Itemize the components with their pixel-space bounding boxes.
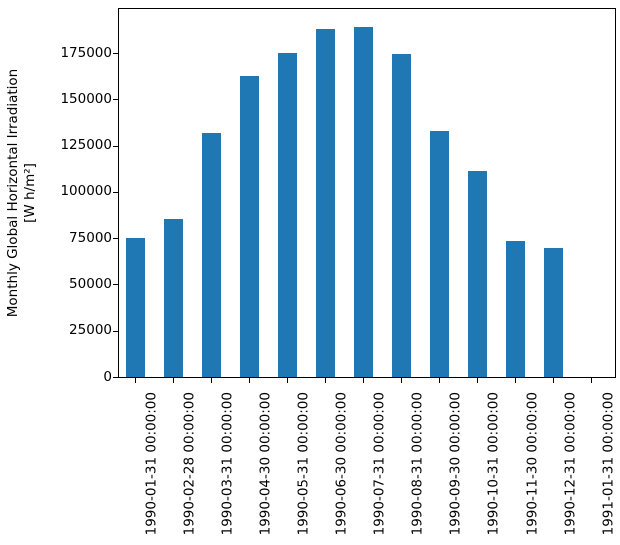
bar-1990-03-31 xyxy=(201,133,221,377)
x-tick-label: 1990-04-30 00:00:00 xyxy=(257,392,274,536)
x-tick-mark xyxy=(135,378,136,383)
y-tick-mark xyxy=(113,146,118,147)
x-tick-label: 1990-03-31 00:00:00 xyxy=(219,392,236,536)
x-tick-label: 1990-10-31 00:00:00 xyxy=(485,392,502,536)
bar-1990-05-31 xyxy=(277,53,297,377)
x-tick-mark xyxy=(591,378,592,383)
y-tick-label: 100000 xyxy=(60,183,112,199)
bar-1990-01-31 xyxy=(125,238,145,377)
y-tick-label: 0 xyxy=(103,369,112,385)
bar-1990-07-31 xyxy=(353,26,373,377)
x-tick-label: 1990-09-30 00:00:00 xyxy=(447,392,464,536)
x-tick-mark xyxy=(173,378,174,383)
y-axis-label-line1: Monthly Global Horizontal Irradiation xyxy=(5,68,21,318)
x-tick-mark xyxy=(439,378,440,383)
y-tick-label: 175000 xyxy=(60,45,112,61)
y-tick-mark xyxy=(113,53,118,54)
x-tick-mark xyxy=(515,378,516,383)
x-tick-mark xyxy=(401,378,402,383)
y-tick-mark xyxy=(113,377,118,378)
x-tick-mark xyxy=(363,378,364,383)
y-tick-label: 125000 xyxy=(60,137,112,153)
x-tick-label: 1991-01-31 00:00:00 xyxy=(599,392,616,536)
x-tick-mark xyxy=(553,378,554,383)
y-tick-mark xyxy=(113,284,118,285)
y-tick-label: 150000 xyxy=(60,91,112,107)
bar-1990-12-31 xyxy=(543,248,563,377)
bar-1990-11-30 xyxy=(505,241,525,377)
bar-1990-09-30 xyxy=(429,130,449,377)
y-axis-label-line2: [W h/m²] xyxy=(22,163,38,223)
x-tick-mark xyxy=(325,378,326,383)
y-tick-label: 25000 xyxy=(69,322,112,338)
x-tick-mark xyxy=(211,378,212,383)
y-tick-mark xyxy=(113,331,118,332)
x-tick-mark xyxy=(477,378,478,383)
y-axis-label: Monthly Global Horizontal Irradiation [W… xyxy=(5,69,39,318)
bar-1990-08-31 xyxy=(391,54,411,377)
y-tick-mark xyxy=(113,238,118,239)
bar-1990-10-31 xyxy=(467,170,487,377)
x-tick-mark xyxy=(287,378,288,383)
bar-1990-02-28 xyxy=(163,218,183,377)
x-tick-label: 1990-01-31 00:00:00 xyxy=(143,392,160,536)
plot-area xyxy=(118,8,616,378)
y-tick-label: 50000 xyxy=(69,276,112,292)
y-tick-mark xyxy=(113,192,118,193)
y-tick-mark xyxy=(113,99,118,100)
x-tick-label: 1990-08-31 00:00:00 xyxy=(409,392,426,536)
x-tick-mark xyxy=(249,378,250,383)
x-tick-label: 1990-07-31 00:00:00 xyxy=(371,392,388,536)
x-tick-label: 1990-06-30 00:00:00 xyxy=(333,392,350,536)
x-tick-label: 1990-12-31 00:00:00 xyxy=(561,392,578,536)
x-tick-label: 1990-02-28 00:00:00 xyxy=(181,392,198,536)
bar-1990-06-30 xyxy=(315,29,335,377)
x-tick-label: 1990-11-30 00:00:00 xyxy=(523,392,540,536)
bar-1990-04-30 xyxy=(239,75,259,377)
x-tick-label: 1990-05-31 00:00:00 xyxy=(295,392,312,536)
y-tick-label: 75000 xyxy=(69,230,112,246)
